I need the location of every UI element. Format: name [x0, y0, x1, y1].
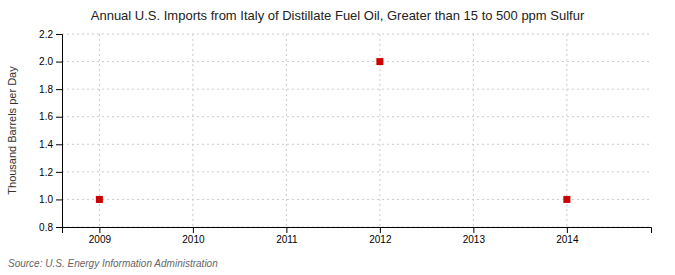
x-tick: 2013 [463, 227, 486, 245]
y-tick-label: 0.8 [39, 222, 53, 233]
y-tick: 1.4 [39, 139, 62, 150]
x-tick: 2010 [182, 227, 205, 245]
y-tick-label: 2.2 [39, 29, 53, 40]
x-tick: 2011 [276, 227, 298, 245]
x-grid-line [473, 34, 474, 227]
y-grid-line [62, 144, 651, 145]
y-tick-mark [56, 172, 62, 173]
y-grid-line [62, 89, 651, 90]
y-tick-mark [56, 199, 62, 200]
y-tick-label: 1.0 [39, 194, 53, 205]
y-grid-line [62, 199, 651, 200]
x-axis: 2009 2010 2011 2012 2013 2014 [63, 227, 652, 245]
y-tick-label: 1.4 [39, 139, 53, 150]
x-tick: 2009 [89, 227, 112, 245]
x-tick-mark [473, 227, 474, 233]
y-grid-line [62, 61, 651, 62]
y-tick-label: 1.2 [39, 167, 53, 178]
title: Annual U.S. Imports from Italy of Distil… [91, 8, 585, 23]
y-grid-line [62, 171, 651, 172]
y-tick: 2.0 [39, 56, 62, 67]
y-grid-line [62, 34, 651, 35]
y-tick: 0.8 [39, 222, 62, 233]
x-tick-mark [193, 227, 194, 233]
y-tick-mark [56, 144, 62, 145]
y-tick: 1.2 [39, 167, 62, 178]
x-tick-label: 2014 [556, 234, 579, 245]
x-tick-label: 2013 [463, 234, 486, 245]
points [96, 58, 570, 203]
x-tick-mark [380, 227, 381, 233]
y-axis-line [56, 35, 63, 228]
y-grid-line [62, 116, 651, 117]
y-tick-mark [56, 62, 62, 63]
x-tick: 2014 [556, 227, 579, 245]
y-tick-mark [56, 117, 62, 118]
point [96, 196, 103, 203]
point [563, 196, 570, 203]
point [376, 58, 383, 65]
y-tick: 1.6 [39, 111, 62, 122]
x-tick-mark [567, 227, 568, 233]
x-tick: 2012 [369, 227, 392, 245]
x-tick-label: 2012 [369, 234, 392, 245]
y-tick-mark [56, 89, 62, 90]
y-tick-label: 1.8 [39, 84, 53, 95]
x-axis-line [63, 228, 652, 234]
x-tick-label: 2010 [182, 234, 205, 245]
y-axis: 0.8 1.0 1.2 1.4 1.6 1.8 2.0 2.2 [39, 29, 62, 233]
y-axis-label: Thousand Barrels per Day [6, 66, 18, 195]
source-note: Source: U.S. Energy Information Administ… [8, 258, 218, 269]
grid [62, 34, 651, 227]
y-tick-label: 2.0 [39, 56, 53, 67]
y-tick-mark [56, 227, 62, 228]
y-tick: 2.2 [39, 29, 62, 40]
x-grid-line [286, 34, 287, 227]
y-tick-mark [56, 34, 62, 35]
x-tick-mark [286, 227, 287, 233]
x-tick-label: 2011 [276, 234, 298, 245]
plot-area: 2009 2010 2011 2012 2013 2014 0.8 1.0 1.2 1.4 1.6 1… [39, 29, 651, 245]
x-grid-line [192, 34, 193, 227]
y-tick-label: 1.6 [39, 111, 53, 122]
chart: 2009 2010 2011 2012 2013 2014 0.8 1.0 1.2 1.4 1.6 1… [0, 0, 675, 275]
x-tick-label: 2009 [89, 234, 112, 245]
y-tick: 1.8 [39, 84, 62, 95]
y-tick: 1.0 [39, 194, 62, 205]
x-tick-mark [99, 227, 100, 233]
